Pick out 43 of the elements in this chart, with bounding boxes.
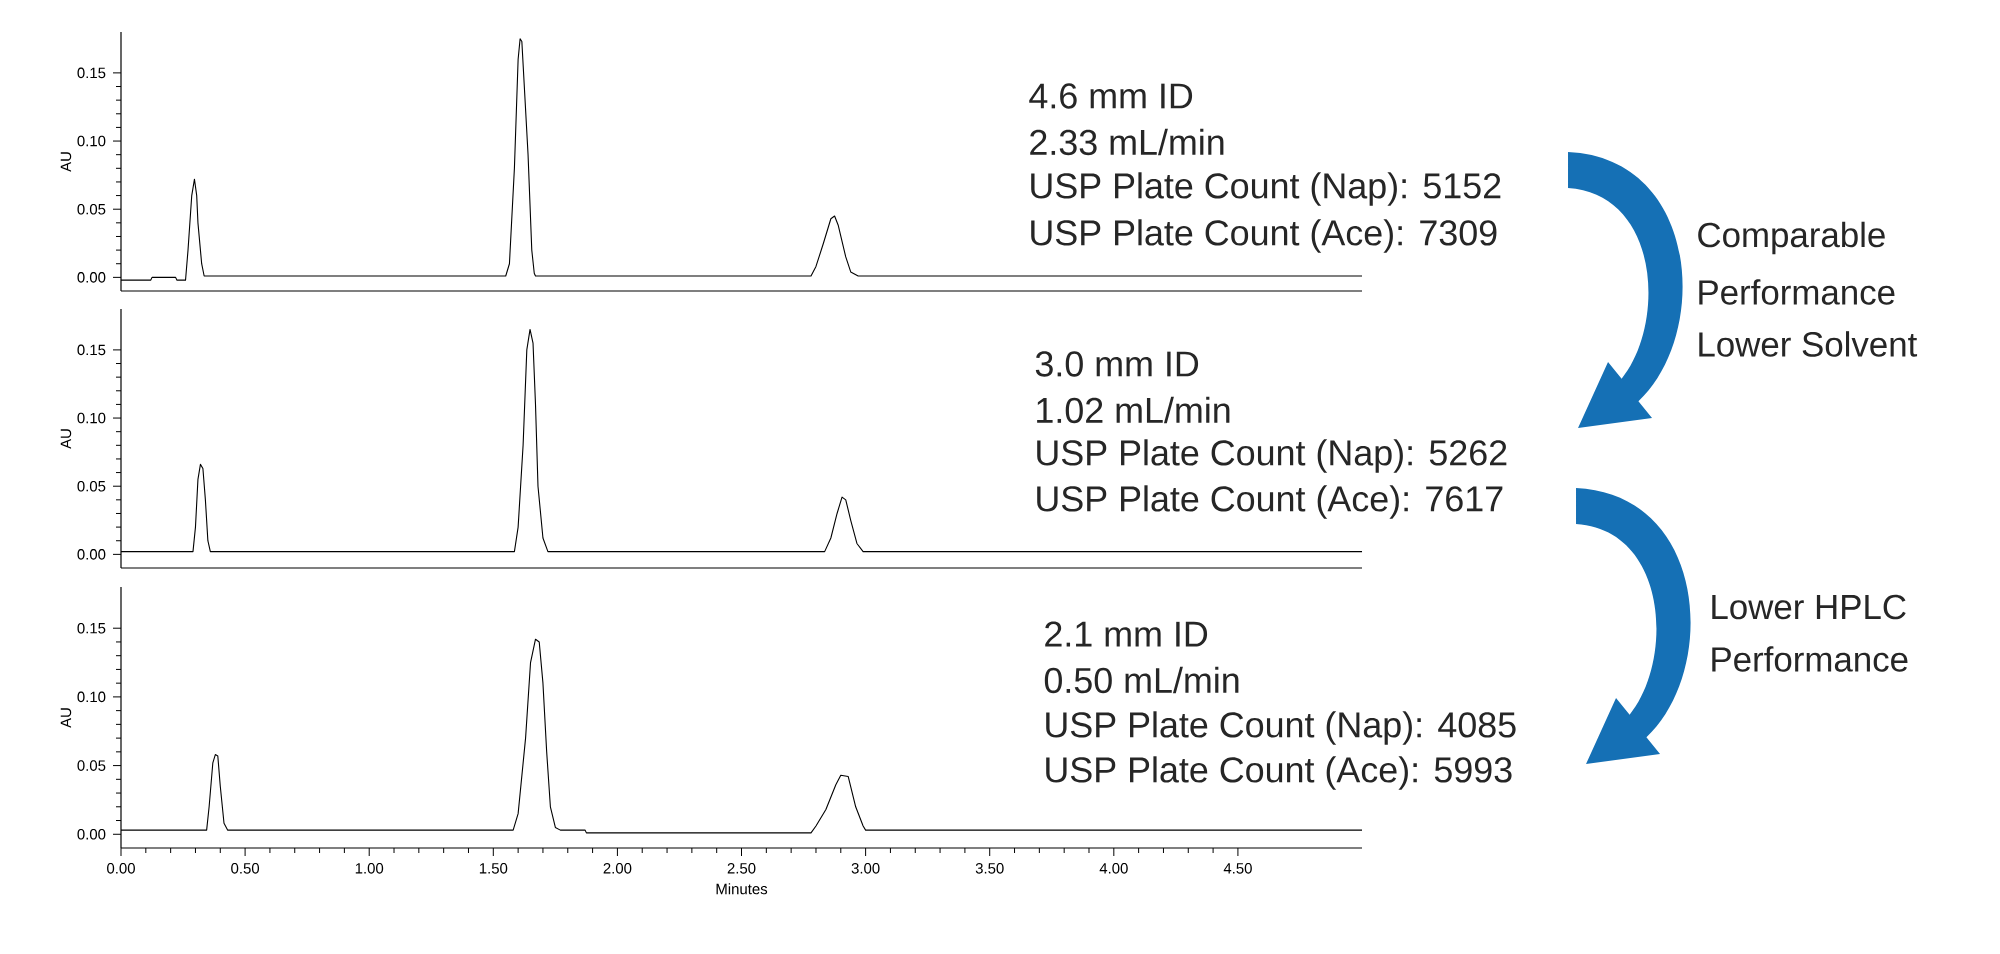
text: Performance — [1699, 279, 1895, 305]
annotation: USP Plate Count (Ace): 7309 — [1031, 219, 1497, 253]
annotation: USP Plate Count (Nap): 5152 — [1031, 172, 1501, 206]
annotation: USP Plate Count (Nap): 4085 — [1046, 711, 1516, 745]
y-tick-label: 0.00 — [77, 828, 106, 840]
y-tick-label: 0.05 — [77, 203, 106, 215]
x-tick-label: 0.50 — [231, 863, 260, 874]
x-tick-label: 1.00 — [355, 863, 384, 874]
x-axis-title: Minutes — [716, 883, 768, 895]
annotation: 0.50 mL/min — [1044, 666, 1239, 694]
x-tick-label: 2.50 — [727, 863, 756, 874]
annotation: 2.1 mm ID — [1045, 621, 1208, 647]
annotation: 2.33 mL/min — [1030, 128, 1224, 156]
y-tick-label: 0.10 — [77, 412, 106, 424]
annotation: 1.02 mL/min — [1037, 396, 1230, 424]
y-tick-label: 0.15 — [77, 67, 106, 79]
x-tick-label: 2.00 — [603, 863, 632, 874]
y-tick-label: 0.10 — [77, 135, 106, 147]
x-tick-label: 3.00 — [851, 863, 880, 874]
y-axis-title: AU — [60, 708, 72, 728]
y-tick-label: 0.05 — [77, 760, 106, 771]
x-tick-label: 4.50 — [1223, 863, 1252, 874]
text: Comparable — [1698, 221, 1885, 255]
text: Performance — [1712, 646, 1908, 672]
y-axis-title: AU — [60, 152, 72, 172]
annotation: 3.0 mm ID — [1035, 351, 1199, 377]
text: Lower Solvent — [1699, 331, 1918, 357]
annotation: USP Plate Count (Nap): 5262 — [1037, 439, 1507, 473]
annotation: USP Plate Count (Ace): 5993 — [1046, 756, 1512, 790]
x-tick-label: 3.50 — [975, 863, 1004, 874]
text: Lower HPLC — [1712, 594, 1906, 620]
x-tick-label: 4.00 — [1099, 863, 1128, 874]
x-tick-label: 0.00 — [107, 863, 135, 874]
annotation: USP Plate Count (Ace): 7617 — [1037, 485, 1503, 519]
y-tick-label: 0.00 — [77, 549, 106, 560]
y-tick-label: 0.10 — [77, 691, 106, 703]
y-tick-label: 0.00 — [77, 272, 106, 283]
y-tick-label: 0.15 — [77, 622, 106, 634]
y-axis-title: AU — [60, 429, 72, 449]
annotation: 4.6 mm ID — [1029, 83, 1193, 109]
x-tick-label: 1.50 — [479, 863, 508, 874]
y-tick-label: 0.15 — [77, 344, 106, 356]
y-tick-label: 0.05 — [77, 480, 106, 492]
